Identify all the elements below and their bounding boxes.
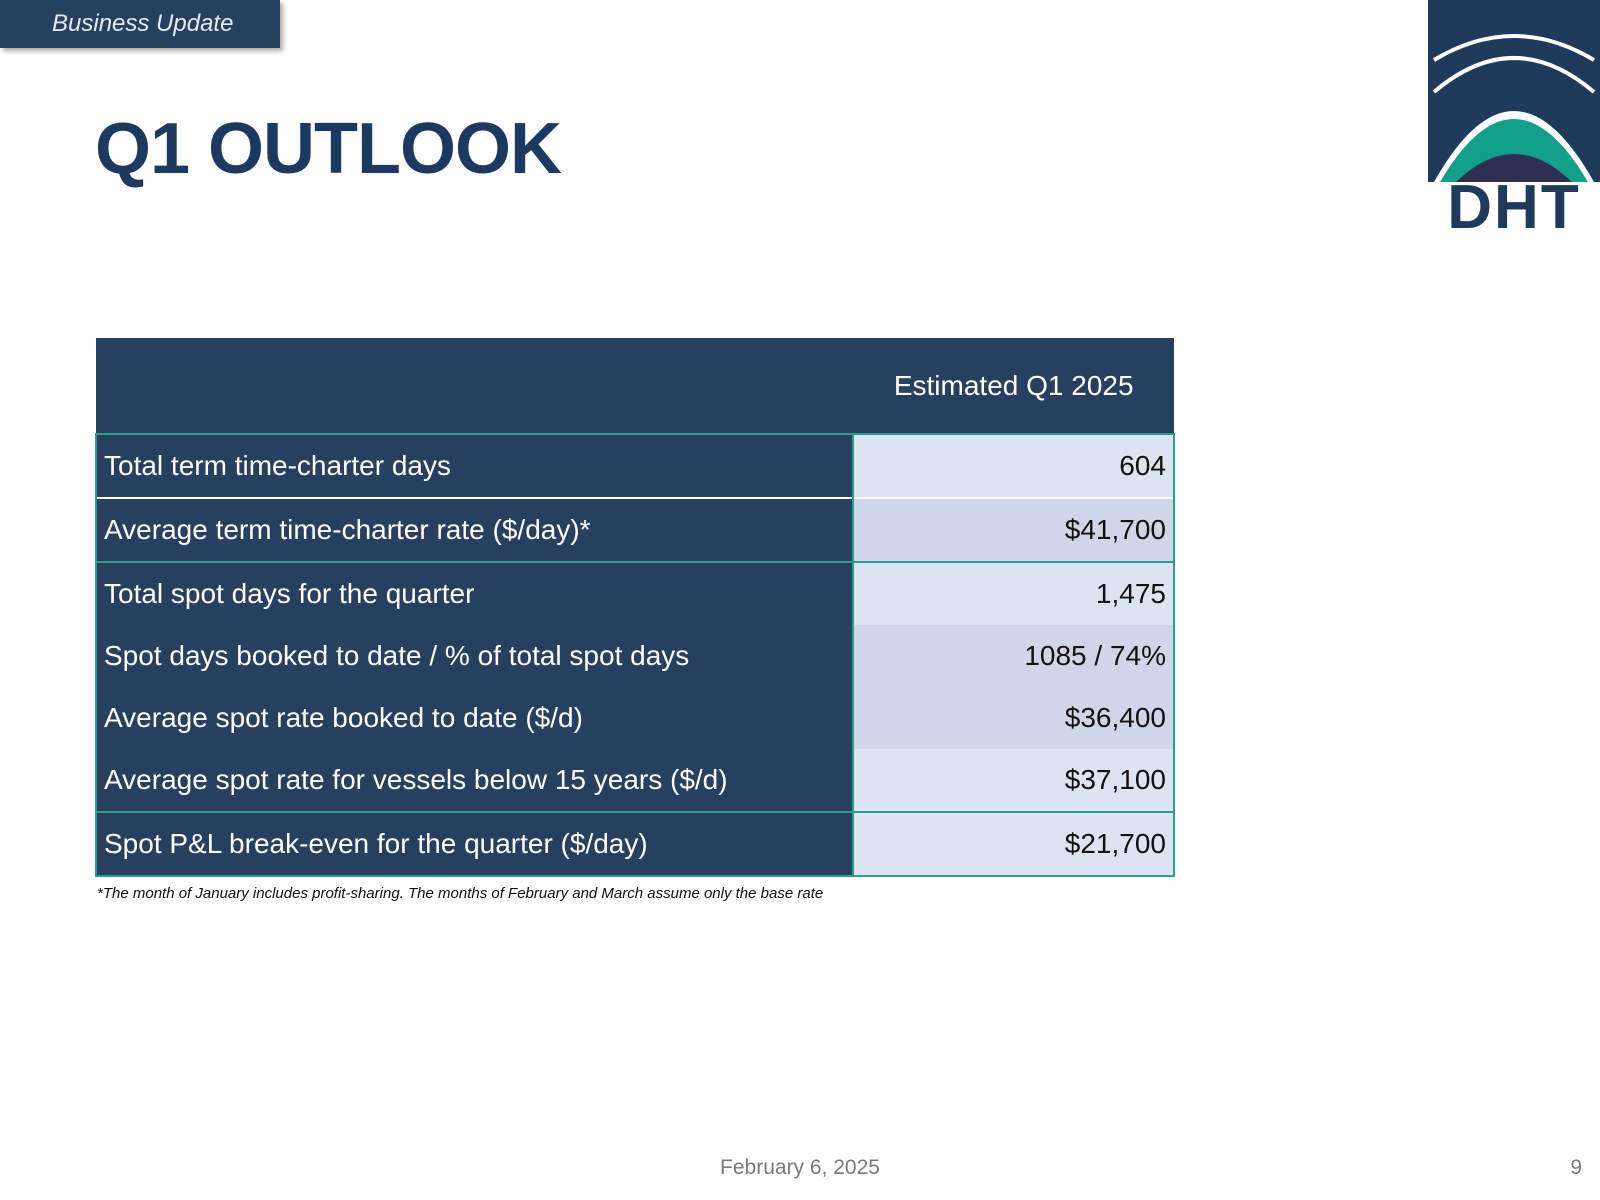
row-label: Spot days booked to date / % of total sp… (94, 625, 855, 687)
column-header-value: Estimated Q1 2025 (853, 338, 1174, 434)
footnote: *The month of January includes profit-sh… (97, 885, 824, 902)
section-tag: Business Update (0, 0, 280, 48)
table-row: Total spot days for the quarter 1,475 (94, 561, 1175, 625)
table-row: Average spot rate for vessels below 15 y… (94, 749, 1175, 812)
table-row: Spot days booked to date / % of total sp… (94, 625, 1175, 687)
row-label: Total term time-charter days (94, 433, 855, 498)
table-header-row: Estimated Q1 2025 (96, 338, 1174, 434)
table-row: Spot P&L break-even for the quarter ($/d… (94, 811, 1175, 877)
table-row: Average spot rate booked to date ($/d) $… (94, 687, 1175, 749)
table-row: Total term time-charter days 604 (94, 433, 1175, 498)
row-label: Average spot rate for vessels below 15 y… (94, 749, 855, 812)
footer-date: February 6, 2025 (720, 1156, 880, 1179)
row-value: $37,100 (853, 749, 1175, 812)
row-value: 604 (853, 433, 1175, 498)
row-value: $41,700 (853, 497, 1175, 562)
row-label: Total spot days for the quarter (94, 561, 855, 625)
logo-text: DHT (1447, 173, 1581, 242)
row-label: Average spot rate booked to date ($/d) (94, 687, 855, 749)
page-title: Q1 OUTLOOK (95, 109, 562, 189)
row-value: 1085 / 74% (853, 625, 1175, 687)
dht-logo-icon (1428, 0, 1600, 182)
row-label: Spot P&L break-even for the quarter ($/d… (94, 811, 855, 877)
table-row: Average term time-charter rate ($/day)* … (94, 497, 1175, 562)
column-header-label (96, 338, 854, 434)
row-value: $36,400 (853, 687, 1175, 749)
row-value: 1,475 (853, 561, 1175, 625)
row-label: Average term time-charter rate ($/day)* (94, 497, 855, 562)
row-value: $21,700 (853, 811, 1175, 877)
outlook-table: Estimated Q1 2025 Total term time-charte… (94, 338, 1175, 877)
page-number: 9 (1570, 1156, 1582, 1179)
